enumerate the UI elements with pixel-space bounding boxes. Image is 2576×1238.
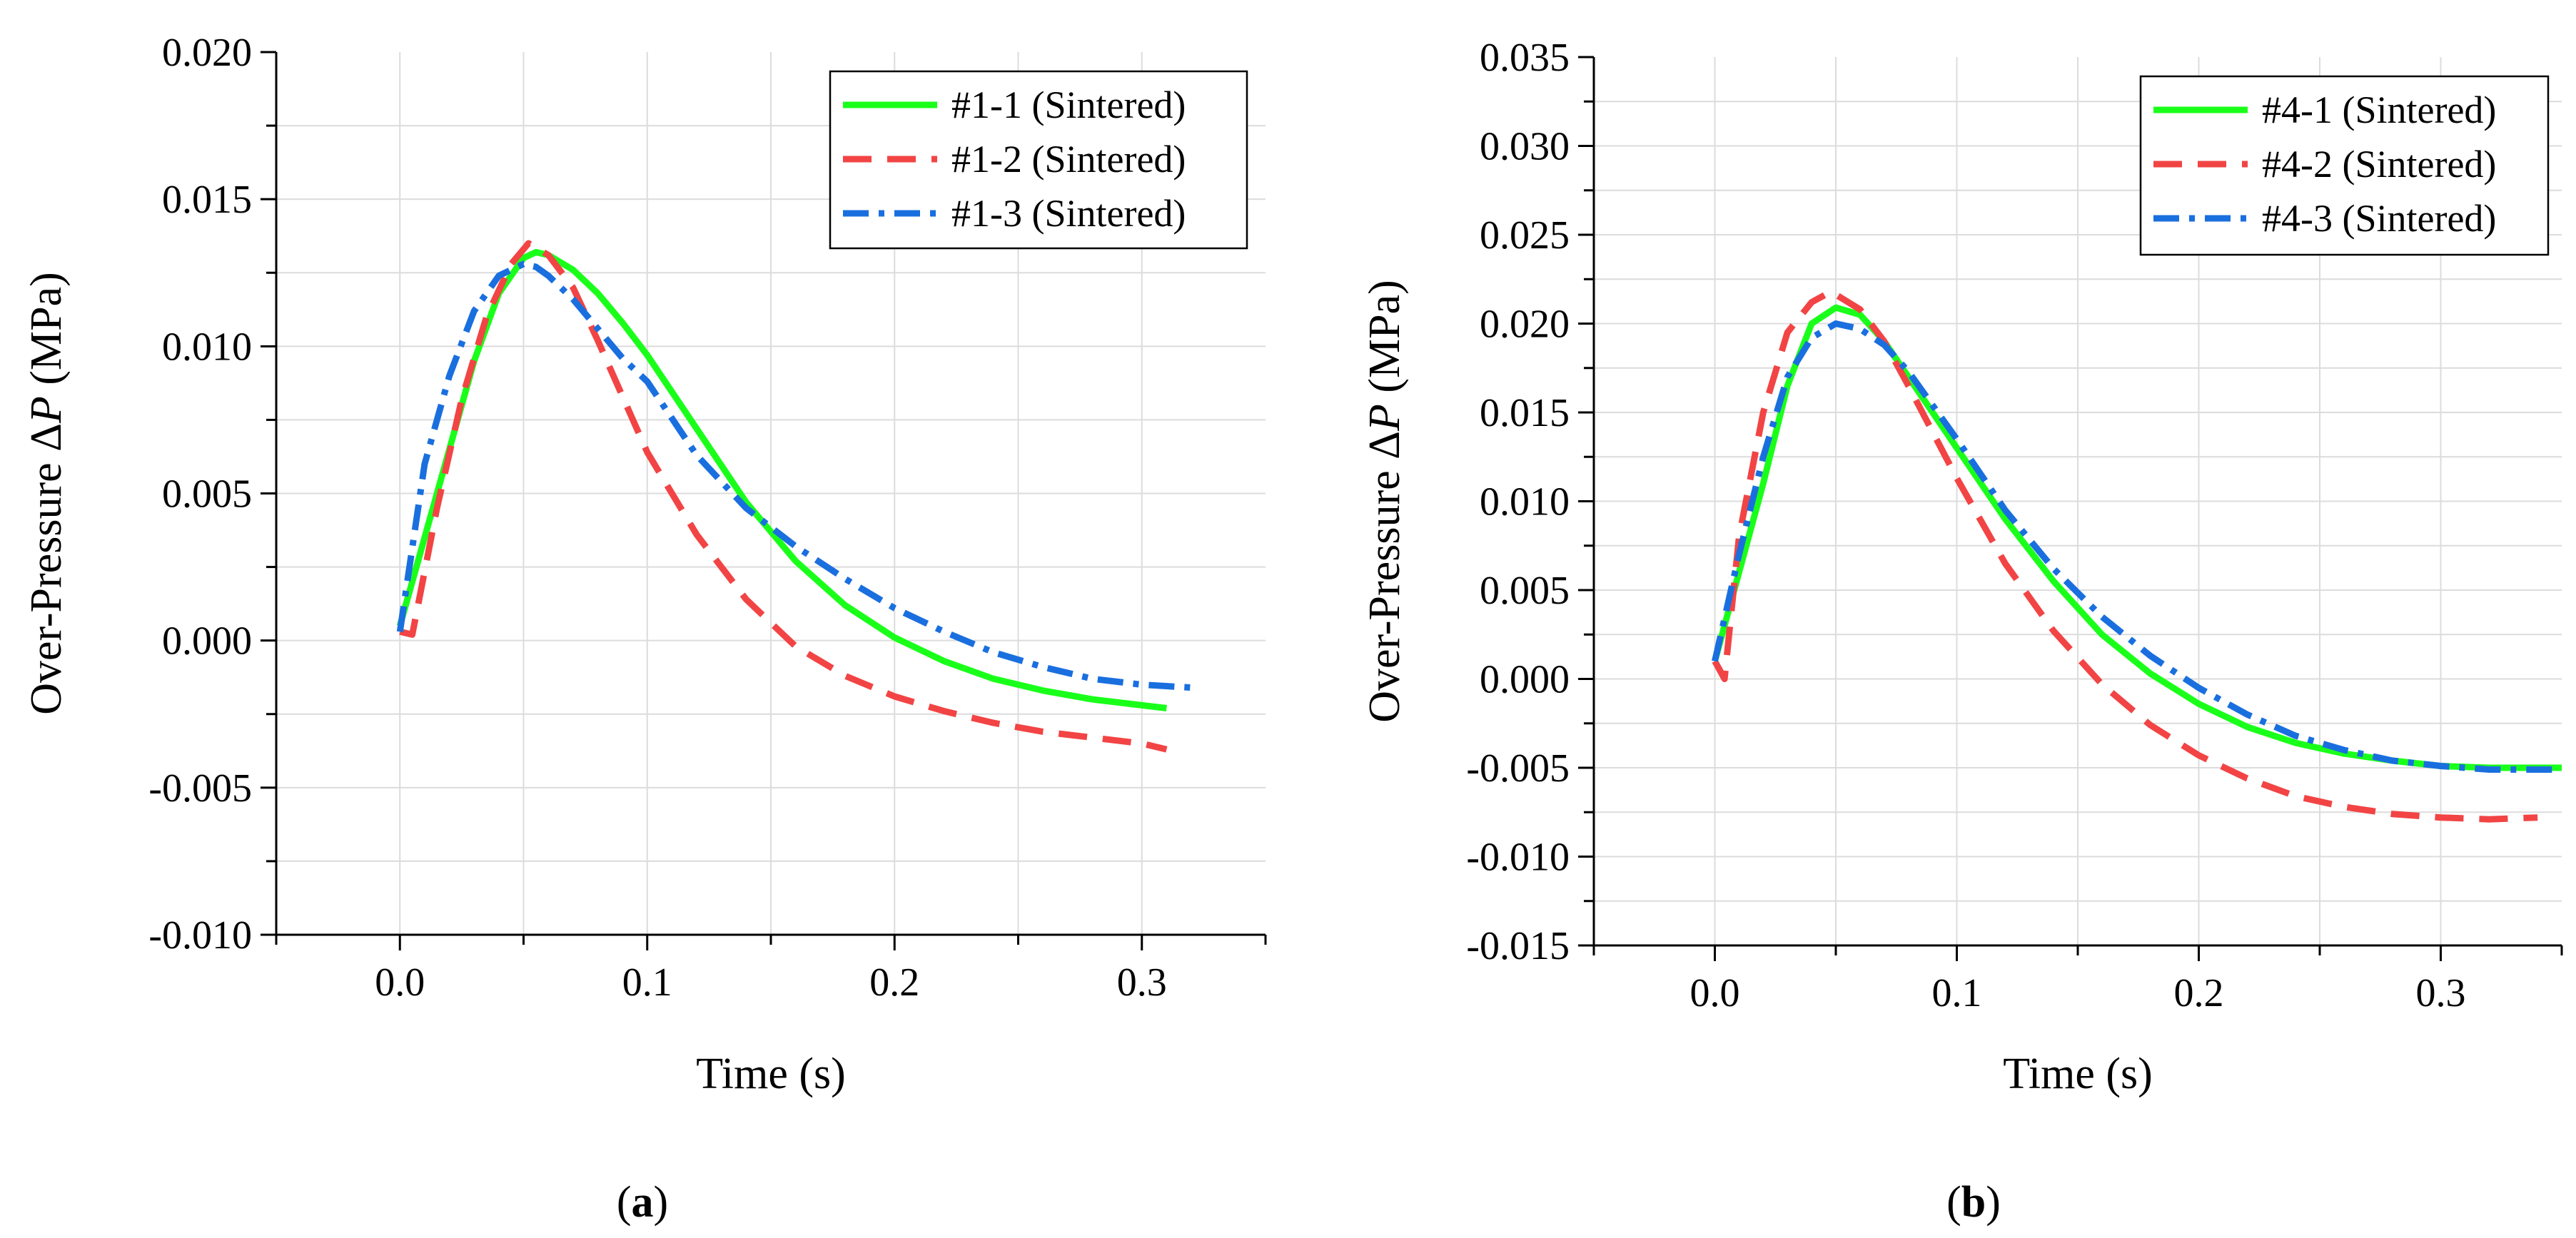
chart-panel-b: 0.0 0.1 0.2 0.3 -0.015 -0.010 -0.005 0.000 0.005… bbox=[1360, 36, 2563, 1227]
legend: #4-1 (Sintered) #4-2 (Sintered) #4-3 (Sint… bbox=[2139, 75, 2550, 256]
y-tick-label: 0.005 bbox=[162, 472, 252, 517]
y-axis-title: Over-Pressure ΔP (MPa) bbox=[22, 272, 71, 715]
y-tick-label: -0.010 bbox=[1466, 836, 1570, 880]
panel-label: (b) bbox=[1946, 1178, 2001, 1227]
x-axis-title: Time (s) bbox=[2003, 1050, 2153, 1098]
y-tick-label: -0.005 bbox=[148, 766, 252, 811]
legend-label-1: #1-1 (Sintered) bbox=[951, 83, 1186, 126]
y-tick-label: 0.005 bbox=[1480, 569, 1570, 613]
series-line-2 bbox=[1712, 288, 2538, 823]
x-tick-label: 0.1 bbox=[1932, 971, 1982, 1015]
grid bbox=[276, 52, 1266, 935]
x-tick-label: 0.1 bbox=[622, 960, 672, 1005]
y-tick-label: -0.010 bbox=[148, 913, 252, 958]
y-axis-title: Over-Pressure ΔP (MPa) bbox=[1360, 280, 1409, 723]
y-axis-title-prefix: Over-Pressure Δ bbox=[1360, 431, 1409, 723]
y-axis-title-suffix: (MPa) bbox=[1360, 280, 1409, 404]
series-line-1 bbox=[396, 248, 1167, 711]
y-tick-label: 0.030 bbox=[1480, 125, 1570, 169]
panel-label: (a) bbox=[617, 1178, 668, 1227]
y-tick-label: 0.020 bbox=[162, 31, 252, 75]
x-tick-label: 0.3 bbox=[1117, 960, 1167, 1005]
y-axis-title-var: P bbox=[1360, 404, 1409, 432]
legend-label-3: #1-3 (Sintered) bbox=[951, 192, 1186, 235]
x-tick-label: 0.3 bbox=[2416, 971, 2466, 1015]
series-line-3 bbox=[1712, 320, 2562, 773]
y-tick-label: 0.015 bbox=[1480, 391, 1570, 435]
y-axis-title-suffix: (MPa) bbox=[22, 272, 71, 396]
y-tick-label: 0.010 bbox=[1480, 480, 1570, 524]
y-tick-label: 0.020 bbox=[1480, 303, 1570, 347]
y-tick-label: 0.000 bbox=[1480, 658, 1570, 702]
legend-label-2: #4-2 (Sintered) bbox=[2262, 143, 2496, 186]
legend-label-2: #1-2 (Sintered) bbox=[951, 138, 1186, 181]
y-axis-title-var: P bbox=[22, 396, 71, 424]
x-tick-label: 0.2 bbox=[2174, 971, 2224, 1015]
y-tick-label: 0.010 bbox=[162, 325, 252, 369]
legend: #1-1 (Sintered) #1-2 (Sintered) #1-3 (Sint… bbox=[829, 70, 1248, 250]
legend-label-3: #4-3 (Sintered) bbox=[2262, 197, 2496, 240]
y-tick-label: 0.025 bbox=[1480, 213, 1570, 258]
y-tick-label: 0.000 bbox=[162, 619, 252, 664]
x-tick-label: 0.0 bbox=[1690, 971, 1740, 1015]
x-tick-label: 0.2 bbox=[869, 960, 919, 1005]
y-tick-label: 0.015 bbox=[162, 178, 252, 222]
chart-panel-a: 0.0 0.1 0.2 0.3 -0.010 -0.005 0.000 0.005 0.010 0… bbox=[22, 31, 1267, 1227]
y-axis-title-prefix: Over-Pressure Δ bbox=[22, 423, 71, 715]
series-line-2 bbox=[399, 240, 1168, 753]
legend-label-1: #4-1 (Sintered) bbox=[2262, 88, 2496, 131]
x-tick-label: 0.0 bbox=[375, 960, 425, 1005]
series-line-3 bbox=[396, 260, 1192, 691]
y-tick-label: 0.035 bbox=[1480, 36, 1570, 80]
x-axis-title: Time (s) bbox=[696, 1050, 846, 1098]
y-tick-label: -0.005 bbox=[1466, 746, 1570, 791]
y-tick-label: -0.015 bbox=[1466, 924, 1570, 968]
